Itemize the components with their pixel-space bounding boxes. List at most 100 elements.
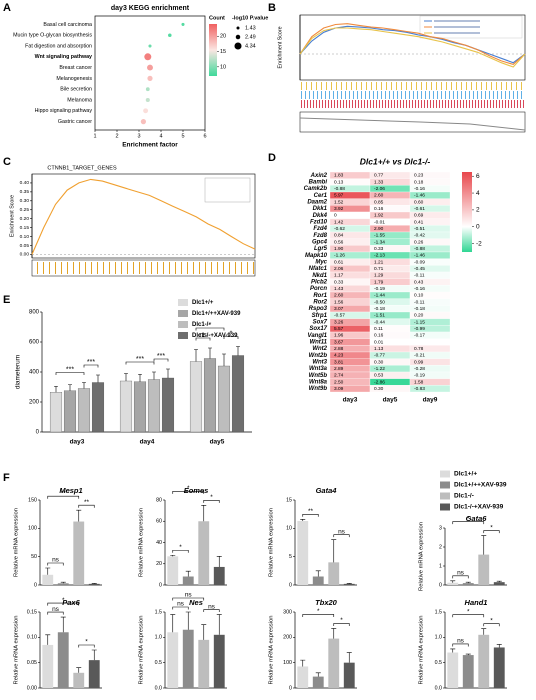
x-tick-label: 2 <box>115 133 118 139</box>
y-tick-label: 0.0 <box>435 685 442 691</box>
error-bar <box>60 616 66 633</box>
cell-label: -0.01 <box>374 219 385 225</box>
cell-label: 0.99 <box>414 359 424 365</box>
bar <box>462 583 474 585</box>
error-bar <box>201 624 207 640</box>
chart-title: Tbx20 <box>315 598 338 607</box>
bar <box>343 662 355 688</box>
y-tick-label: 100 <box>28 526 37 532</box>
dot <box>168 33 172 37</box>
gsea-decor-b <box>299 15 526 133</box>
bar <box>182 629 194 688</box>
y-tick-label: 0.00 <box>20 252 30 258</box>
x-tick-label: day3 <box>70 439 85 446</box>
significance-label: ns <box>52 606 60 613</box>
error-bar <box>60 581 66 584</box>
significance-label: ns <box>457 570 465 577</box>
bar <box>189 361 203 433</box>
chart-title: Pax6 <box>62 598 80 607</box>
error-bar <box>54 385 58 393</box>
size-legend-dot <box>236 26 240 30</box>
cell-label: 0.33 <box>374 246 384 252</box>
cell-label: 2.88 <box>334 346 344 352</box>
error-bar <box>331 539 337 563</box>
cell-label: -2.13 <box>374 253 385 259</box>
legend-label: Dlc1+/++XAV-939 <box>192 311 241 317</box>
row-label: Camk2b <box>304 186 328 192</box>
significance-bracket <box>203 609 220 613</box>
error-bar <box>465 581 471 584</box>
significance-label: ns <box>199 332 207 339</box>
legend-label: Dlc1-/-+XAV-939 <box>192 333 238 339</box>
cell-label: 2.60 <box>334 293 344 299</box>
bar <box>478 634 490 688</box>
cell-label: 1.92 <box>374 213 384 219</box>
panel-label: D <box>268 152 276 164</box>
bar <box>478 554 490 585</box>
error-bar <box>331 628 337 639</box>
chart-title: Gata6 <box>466 514 488 523</box>
error-bar <box>216 614 222 635</box>
cell-label: 2.50 <box>334 379 344 385</box>
significance-bracket <box>223 336 239 339</box>
row-label: Wnt9b <box>309 386 328 392</box>
cell-label: 0.61 <box>334 259 344 265</box>
row-label: Bambi <box>309 180 328 186</box>
dot <box>147 64 153 71</box>
x-tick-label: 1 <box>93 133 96 139</box>
cell-label: -1.34 <box>374 239 385 245</box>
cell-label: 0.41 <box>414 219 424 225</box>
error-bar <box>481 535 487 555</box>
row-label: Dkk1 <box>313 206 328 212</box>
row-label: Wnt2 <box>312 346 327 352</box>
row-label: Nfatc1 <box>309 266 328 272</box>
cell-label: 2.06 <box>334 266 344 272</box>
cell-label: 1.79 <box>374 279 384 285</box>
cell-label: 0.18 <box>414 179 424 185</box>
significance-label: *** <box>87 359 95 366</box>
significance-label: * <box>490 617 493 624</box>
cell-label: 3.81 <box>334 359 344 365</box>
row-label: Gpc4 <box>312 240 328 246</box>
cell-label: -0.19 <box>414 373 425 379</box>
bar <box>57 632 69 688</box>
x-tick-label: 6 <box>203 133 206 139</box>
legend-label: Dlc1-/-+XAV-939 <box>454 504 504 511</box>
cell-label: -0.61 <box>414 206 425 212</box>
bar <box>167 632 179 688</box>
bar <box>119 380 133 433</box>
cell-label: 1.13 <box>374 346 384 352</box>
bar <box>77 388 91 433</box>
error-bar <box>496 644 502 648</box>
y-tick-label: 40 <box>156 540 162 546</box>
y-tick-label: 0.40 <box>20 180 30 186</box>
cell-label: 0.30 <box>374 386 384 392</box>
error-bar <box>166 368 170 378</box>
cell-label: 0.16 <box>374 333 384 339</box>
es-line <box>299 23 526 66</box>
cell-label: 3.07 <box>334 306 344 312</box>
y-axis-label: Relative mRNA expression <box>139 508 145 577</box>
cell-label: -1.46 <box>414 253 425 259</box>
dot <box>147 75 153 81</box>
bar <box>133 381 147 433</box>
y-tick-label: 0 <box>289 582 292 588</box>
significance-bracket <box>203 500 220 503</box>
significance-label: * <box>179 544 182 551</box>
y-tick-label: 1.0 <box>155 635 162 641</box>
row-label: Lgr5 <box>314 246 328 252</box>
significance-label: ns <box>338 528 346 535</box>
cell-label: 1.43 <box>334 286 344 292</box>
significance-label: ns <box>52 557 60 564</box>
legend-swatch <box>178 299 188 306</box>
colorbar-tick-label: 2 <box>476 207 480 214</box>
bar <box>198 639 210 688</box>
significance-label: ns <box>177 601 185 608</box>
gsea-decor-c <box>31 177 256 277</box>
chart-title: Eomes <box>184 486 209 495</box>
chart-title: Mesp1 <box>59 486 82 495</box>
chart-title: Hand1 <box>465 598 488 607</box>
x-tick-label: day5 <box>210 439 225 446</box>
significance-label: ns <box>208 603 216 610</box>
cell-label: 1.90 <box>334 246 344 252</box>
